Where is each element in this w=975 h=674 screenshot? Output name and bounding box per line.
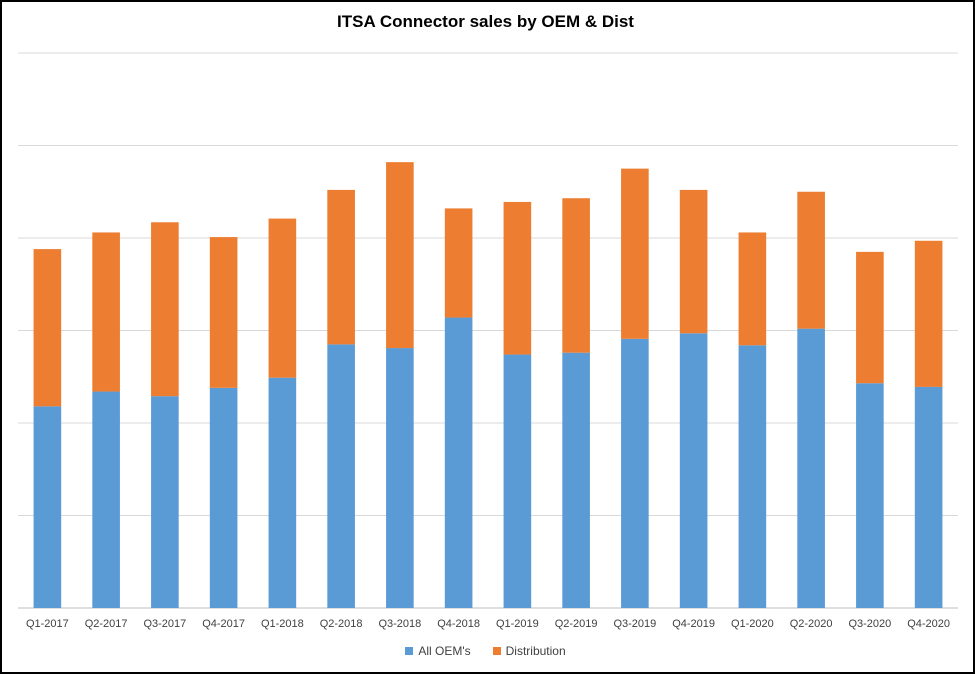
bar-distribution-Q3-2020	[856, 251, 884, 384]
bar-oems-Q4-2018	[444, 317, 473, 608]
bar-distribution-Q2-2017	[92, 232, 120, 392]
bar-oems-Q3-2020	[856, 383, 884, 608]
x-tick-label: Q2-2020	[790, 618, 833, 630]
bar-distribution-Q2-2019	[562, 198, 590, 353]
chart-title: ITSA Connector sales by OEM & Dist	[337, 12, 634, 31]
legend-label-distribution: Distribution	[505, 644, 566, 658]
bar-distribution-Q1-2017	[33, 249, 62, 407]
bar-oems-Q1-2018	[268, 377, 297, 608]
bar-distribution-Q4-2017	[209, 237, 238, 388]
bar-distribution-Q4-2020	[914, 240, 943, 387]
bar-oems-Q1-2019	[503, 354, 532, 608]
x-tick-label: Q4-2018	[437, 618, 480, 630]
bar-distribution-Q4-2019	[679, 189, 708, 334]
x-tick-label: Q1-2018	[261, 618, 304, 630]
legend-item-distribution: Distribution	[492, 644, 566, 658]
bar-oems-Q4-2019	[679, 333, 708, 608]
bar-oems-Q2-2020	[797, 328, 825, 608]
bar-oems-Q4-2020	[914, 386, 943, 608]
x-tick-label: Q3-2017	[143, 618, 186, 630]
x-tick-label: Q1-2019	[496, 618, 539, 630]
x-tick-label: Q1-2020	[731, 618, 774, 630]
x-tick-label: Q4-2020	[907, 618, 950, 630]
bar-oems-Q4-2017	[209, 387, 238, 608]
bar-oems-Q1-2017	[33, 406, 62, 608]
bar-oems-Q2-2017	[92, 391, 120, 608]
bar-distribution-Q3-2018	[386, 162, 414, 349]
legend-swatch-distribution	[492, 647, 501, 655]
bar-distribution-Q2-2018	[327, 189, 355, 345]
bar-oems-Q3-2017	[151, 396, 179, 608]
bar-oems-Q2-2019	[562, 352, 590, 608]
x-tick-label: Q2-2017	[85, 618, 128, 630]
legend: All OEM's Distribution	[0, 644, 971, 658]
x-tick-label: Q4-2019	[672, 618, 715, 630]
x-tick-label: Q3-2020	[848, 618, 891, 630]
bar-distribution-Q4-2018	[444, 208, 473, 318]
bar-distribution-Q1-2019	[503, 201, 532, 355]
bar-oems-Q3-2019	[621, 338, 649, 608]
bar-oems-Q2-2018	[327, 344, 355, 608]
x-tick-label: Q3-2018	[378, 618, 421, 630]
bar-distribution-Q1-2018	[268, 218, 297, 378]
bar-oems-Q3-2018	[386, 348, 414, 608]
x-tick-label: Q3-2019	[613, 618, 656, 630]
bar-distribution-Q3-2017	[151, 222, 179, 397]
legend-swatch-oems	[405, 647, 414, 655]
x-tick-label: Q2-2019	[555, 618, 598, 630]
bar-distribution-Q1-2020	[738, 232, 767, 346]
legend-item-oems: All OEM's	[405, 644, 471, 658]
bar-distribution-Q2-2020	[797, 191, 825, 329]
bar-oems-Q1-2020	[738, 345, 767, 608]
x-tick-label: Q4-2017	[202, 618, 245, 630]
x-tick-label: Q2-2018	[320, 618, 363, 630]
legend-label-oems: All OEM's	[418, 644, 471, 658]
bar-distribution-Q3-2019	[621, 168, 649, 339]
x-tick-label: Q1-2017	[26, 618, 69, 630]
